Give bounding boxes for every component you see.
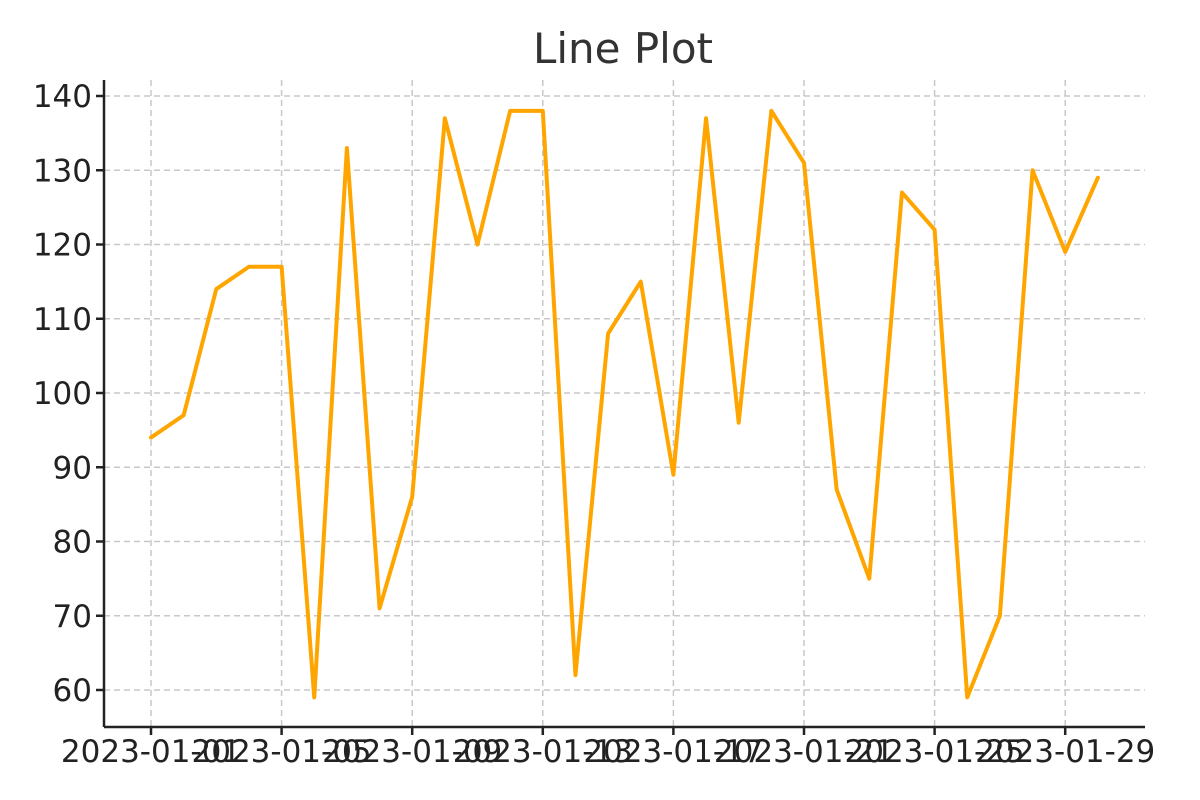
x-tick-label: 2023-01-29 — [975, 734, 1155, 770]
data-point — [508, 109, 512, 113]
y-tick-label: 90 — [53, 450, 92, 486]
x-tick-label: 2023-01-05 — [192, 734, 372, 770]
data-point — [280, 265, 284, 269]
grid-layer — [104, 80, 1145, 727]
data-point — [867, 577, 871, 581]
data-point — [1096, 176, 1100, 180]
data-point — [704, 116, 708, 120]
y-tick-label: 130 — [33, 153, 92, 189]
y-tick-label: 60 — [53, 673, 92, 709]
data-point — [214, 287, 218, 291]
data-point — [900, 191, 904, 195]
data-point — [802, 161, 806, 165]
data-point — [671, 473, 675, 477]
data-point — [541, 109, 545, 113]
tick-layer: 607080901001101201301402023-01-012023-01… — [33, 79, 1155, 770]
x-tick-label: 2023-01-09 — [322, 734, 502, 770]
data-point — [476, 243, 480, 247]
x-tick-label: 2023-01-25 — [845, 734, 1025, 770]
data-point — [965, 695, 969, 699]
series-layer — [149, 108, 1100, 700]
y-tick-label: 140 — [33, 79, 92, 115]
data-point — [247, 265, 251, 269]
data-point — [1063, 250, 1067, 254]
y-tick-label: 100 — [33, 376, 92, 412]
axis-layer — [102, 80, 1145, 729]
x-tick-label: 2023-01-17 — [583, 734, 763, 770]
data-point — [639, 280, 643, 284]
data-point — [312, 695, 316, 699]
x-tick-label: 2023-01-01 — [61, 734, 241, 770]
data-point — [606, 332, 610, 336]
data-point — [998, 614, 1002, 618]
data-point — [378, 606, 382, 610]
data-point — [410, 495, 414, 499]
series-line — [149, 108, 1100, 700]
data-point — [933, 228, 937, 232]
data-point — [182, 413, 186, 417]
data-point — [345, 146, 349, 150]
y-tick-label: 80 — [53, 525, 92, 561]
data-point — [835, 488, 839, 492]
y-tick-label: 120 — [33, 228, 92, 264]
data-point — [769, 109, 773, 113]
data-point — [1031, 168, 1035, 172]
data-point — [149, 436, 153, 440]
y-tick-label: 70 — [53, 599, 92, 635]
x-tick-label: 2023-01-13 — [453, 734, 633, 770]
y-tick-label: 110 — [33, 302, 92, 338]
data-point — [573, 673, 577, 677]
chart-title: Line Plot — [533, 24, 713, 73]
x-tick-label: 2023-01-21 — [714, 734, 894, 770]
data-point — [737, 421, 741, 425]
data-point — [443, 116, 447, 120]
